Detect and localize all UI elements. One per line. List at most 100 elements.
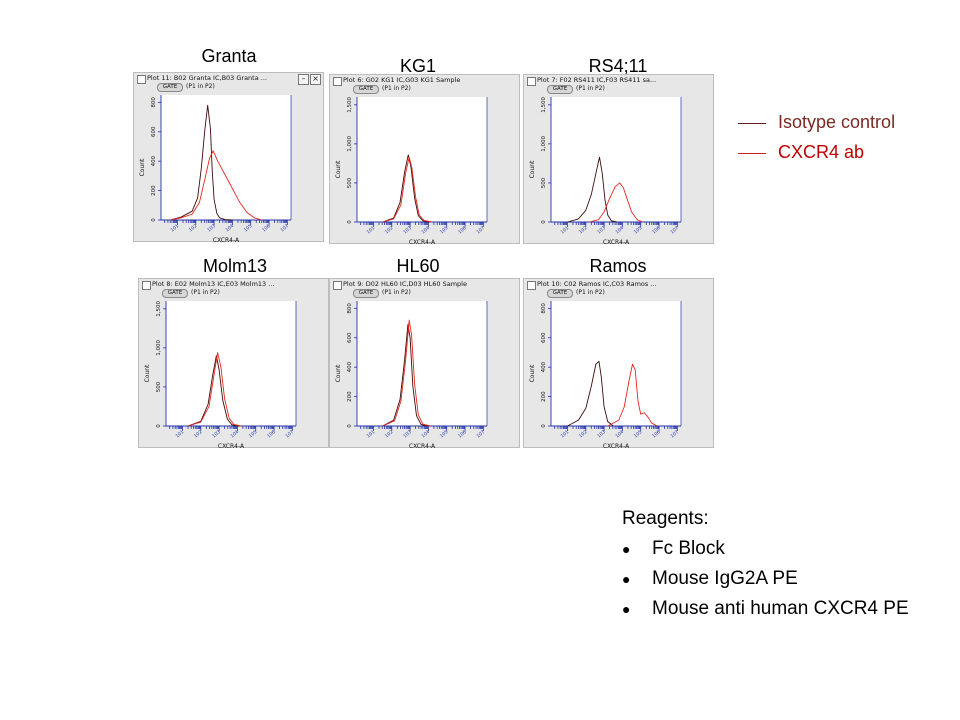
minimize-icon[interactable]: – — [298, 74, 309, 85]
x-axis-label: CXCR4-A — [603, 239, 630, 245]
x-tick-label: 101 — [560, 429, 571, 439]
gate-button[interactable]: GATE — [353, 289, 379, 298]
y-tick-label: 0 — [541, 220, 547, 224]
gate-button[interactable]: GATE — [353, 85, 379, 94]
reagent-label: Mouse anti human CXCR4 PE — [652, 598, 909, 619]
plot-area — [551, 97, 681, 222]
x-tick-label: 105 — [243, 223, 254, 233]
panel-checkbox[interactable] — [142, 281, 151, 290]
x-tick-label: 107 — [669, 429, 680, 439]
y-tick-label: 200 — [541, 391, 547, 402]
y-tick-label: 400 — [541, 361, 547, 372]
y-axis-label: Count — [144, 364, 151, 382]
gate-text: (P1 in P2) — [382, 85, 411, 92]
series-line-isotype — [170, 104, 233, 221]
gate-button[interactable]: GATE — [547, 85, 573, 94]
x-tick-label: 107 — [669, 225, 680, 235]
chart-title-hl60: HL60 — [396, 256, 440, 276]
legend-item-cxcr4: CXCR4 ab — [738, 142, 948, 164]
x-tick-label: 106 — [457, 225, 468, 235]
x-tick-label: 103 — [402, 429, 413, 439]
y-tick-label: 0 — [347, 220, 353, 224]
y-tick-label: 600 — [347, 332, 353, 343]
chart-title-molm13: Molm13 — [202, 256, 268, 276]
x-tick-label: 104 — [420, 429, 431, 439]
y-tick-label: 1,000 — [347, 136, 353, 152]
plot-area — [166, 301, 296, 426]
bullet-icon: ● — [622, 601, 631, 617]
legend-item-isotype: Isotype control — [738, 112, 948, 134]
gate-button[interactable]: GATE — [547, 289, 573, 298]
panel-checkbox[interactable] — [333, 77, 342, 86]
histogram-panel-hl60[interactable]: Plot 9: D02 HL60 IC,D03 HL60 Sample GATE(… — [329, 278, 520, 449]
x-tick-label: 101 — [175, 429, 186, 439]
y-tick-label: 0 — [541, 424, 547, 428]
x-tick-label: 104 — [420, 225, 431, 235]
plot-title: Plot 11: B02 Granta IC,B03 Granta ... — [147, 74, 267, 82]
x-tick-label: 105 — [439, 225, 450, 235]
reagents-heading: Reagents: — [622, 508, 709, 529]
plot-title: Plot 7: F02 RS411 IC,F03 RS411 sa... — [537, 76, 657, 84]
histogram-panel-rs411[interactable]: Plot 7: F02 RS411 IC,F03 RS411 sa... GATE… — [523, 74, 714, 245]
x-axis-label: CXCR4-A — [603, 443, 630, 449]
series-line-isotype — [382, 154, 431, 223]
x-tick-label: 105 — [248, 429, 259, 439]
x-tick-label: 102 — [384, 225, 395, 235]
reagent-label: Mouse IgG2A PE — [652, 568, 798, 589]
histogram-panel-molm13[interactable]: Plot 8: E02 Molm13 IC,E03 Molm13 ... GATE… — [138, 278, 329, 449]
x-tick-label: 101 — [560, 225, 571, 235]
x-tick-label: 104 — [614, 225, 625, 235]
plot-title: Plot 8: E02 Molm13 IC,E03 Molm13 ... — [152, 280, 275, 288]
plot-area — [551, 301, 681, 426]
y-tick-label: 800 — [347, 303, 353, 314]
x-tick-label: 107 — [475, 225, 486, 235]
y-tick-label: 1,500 — [156, 300, 162, 316]
gate-text: (P1 in P2) — [186, 83, 215, 90]
x-tick-label: 103 — [596, 429, 607, 439]
x-tick-label: 104 — [614, 429, 625, 439]
panel-checkbox[interactable] — [333, 281, 342, 290]
x-tick-label: 103 — [402, 225, 413, 235]
gate-button[interactable]: GATE — [157, 83, 183, 92]
y-axis-label: Count — [139, 158, 146, 176]
y-tick-label: 500 — [156, 381, 162, 392]
reagents-list: Reagents: ● Fc Block ● Mouse IgG2A PE ● Mou… — [622, 505, 952, 625]
gate-text: (P1 in P2) — [191, 289, 220, 296]
series-line-cxcr4 — [382, 156, 433, 223]
y-tick-label: 1,000 — [156, 340, 162, 356]
x-tick-label: 103 — [206, 223, 217, 233]
panel-checkbox[interactable] — [527, 281, 536, 290]
panel-checkbox[interactable] — [137, 75, 146, 84]
x-tick-label: 106 — [261, 223, 272, 233]
reagent-item: ● Fc Block — [622, 535, 952, 565]
x-axis-label: CXCR4-A — [409, 239, 436, 245]
series-line-cxcr4 — [607, 363, 658, 427]
y-tick-label: 1,500 — [541, 96, 547, 112]
plot-title: Plot 10: C02 Ramos IC,C03 Ramos ... — [537, 280, 657, 288]
y-axis-label: Count — [335, 160, 342, 178]
series-line-cxcr4 — [382, 319, 431, 427]
y-tick-label: 1,500 — [347, 96, 353, 112]
histogram-svg: 0 200 400 600 800 Count 101 102 103 104 105 106 107 C… — [139, 95, 292, 243]
close-icon[interactable]: × — [310, 74, 321, 85]
histogram-panel-granta[interactable]: Plot 11: B02 Granta IC,B03 Granta ... – × G… — [133, 72, 324, 243]
gate-text: (P1 in P2) — [382, 289, 411, 296]
x-tick-label: 105 — [633, 225, 644, 235]
gate-text: (P1 in P2) — [576, 85, 605, 92]
y-axis-label: Count — [529, 160, 536, 178]
gate-button[interactable]: GATE — [162, 289, 188, 298]
y-tick-label: 1,000 — [541, 136, 547, 152]
histogram-panel-kg1[interactable]: Plot 6: G02 KG1 IC,G03 KG1 Sample GATE (P1… — [329, 74, 520, 245]
y-tick-label: 0 — [156, 424, 162, 428]
x-tick-label: 102 — [188, 223, 199, 233]
y-tick-label: 500 — [541, 177, 547, 188]
y-axis-label: Count — [529, 364, 536, 382]
y-axis-label: Count — [335, 364, 342, 382]
x-tick-label: 106 — [266, 429, 277, 439]
legend-label-isotype: Isotype control — [778, 112, 896, 132]
y-tick-label: 600 — [541, 332, 547, 343]
histogram-panel-ramos[interactable]: Plot 10: C02 Ramos IC,C03 Ramos ... GATE(… — [523, 278, 714, 449]
y-tick-label: 800 — [541, 303, 547, 314]
legend-swatch-cxcr4 — [738, 153, 766, 154]
panel-checkbox[interactable] — [527, 77, 536, 86]
